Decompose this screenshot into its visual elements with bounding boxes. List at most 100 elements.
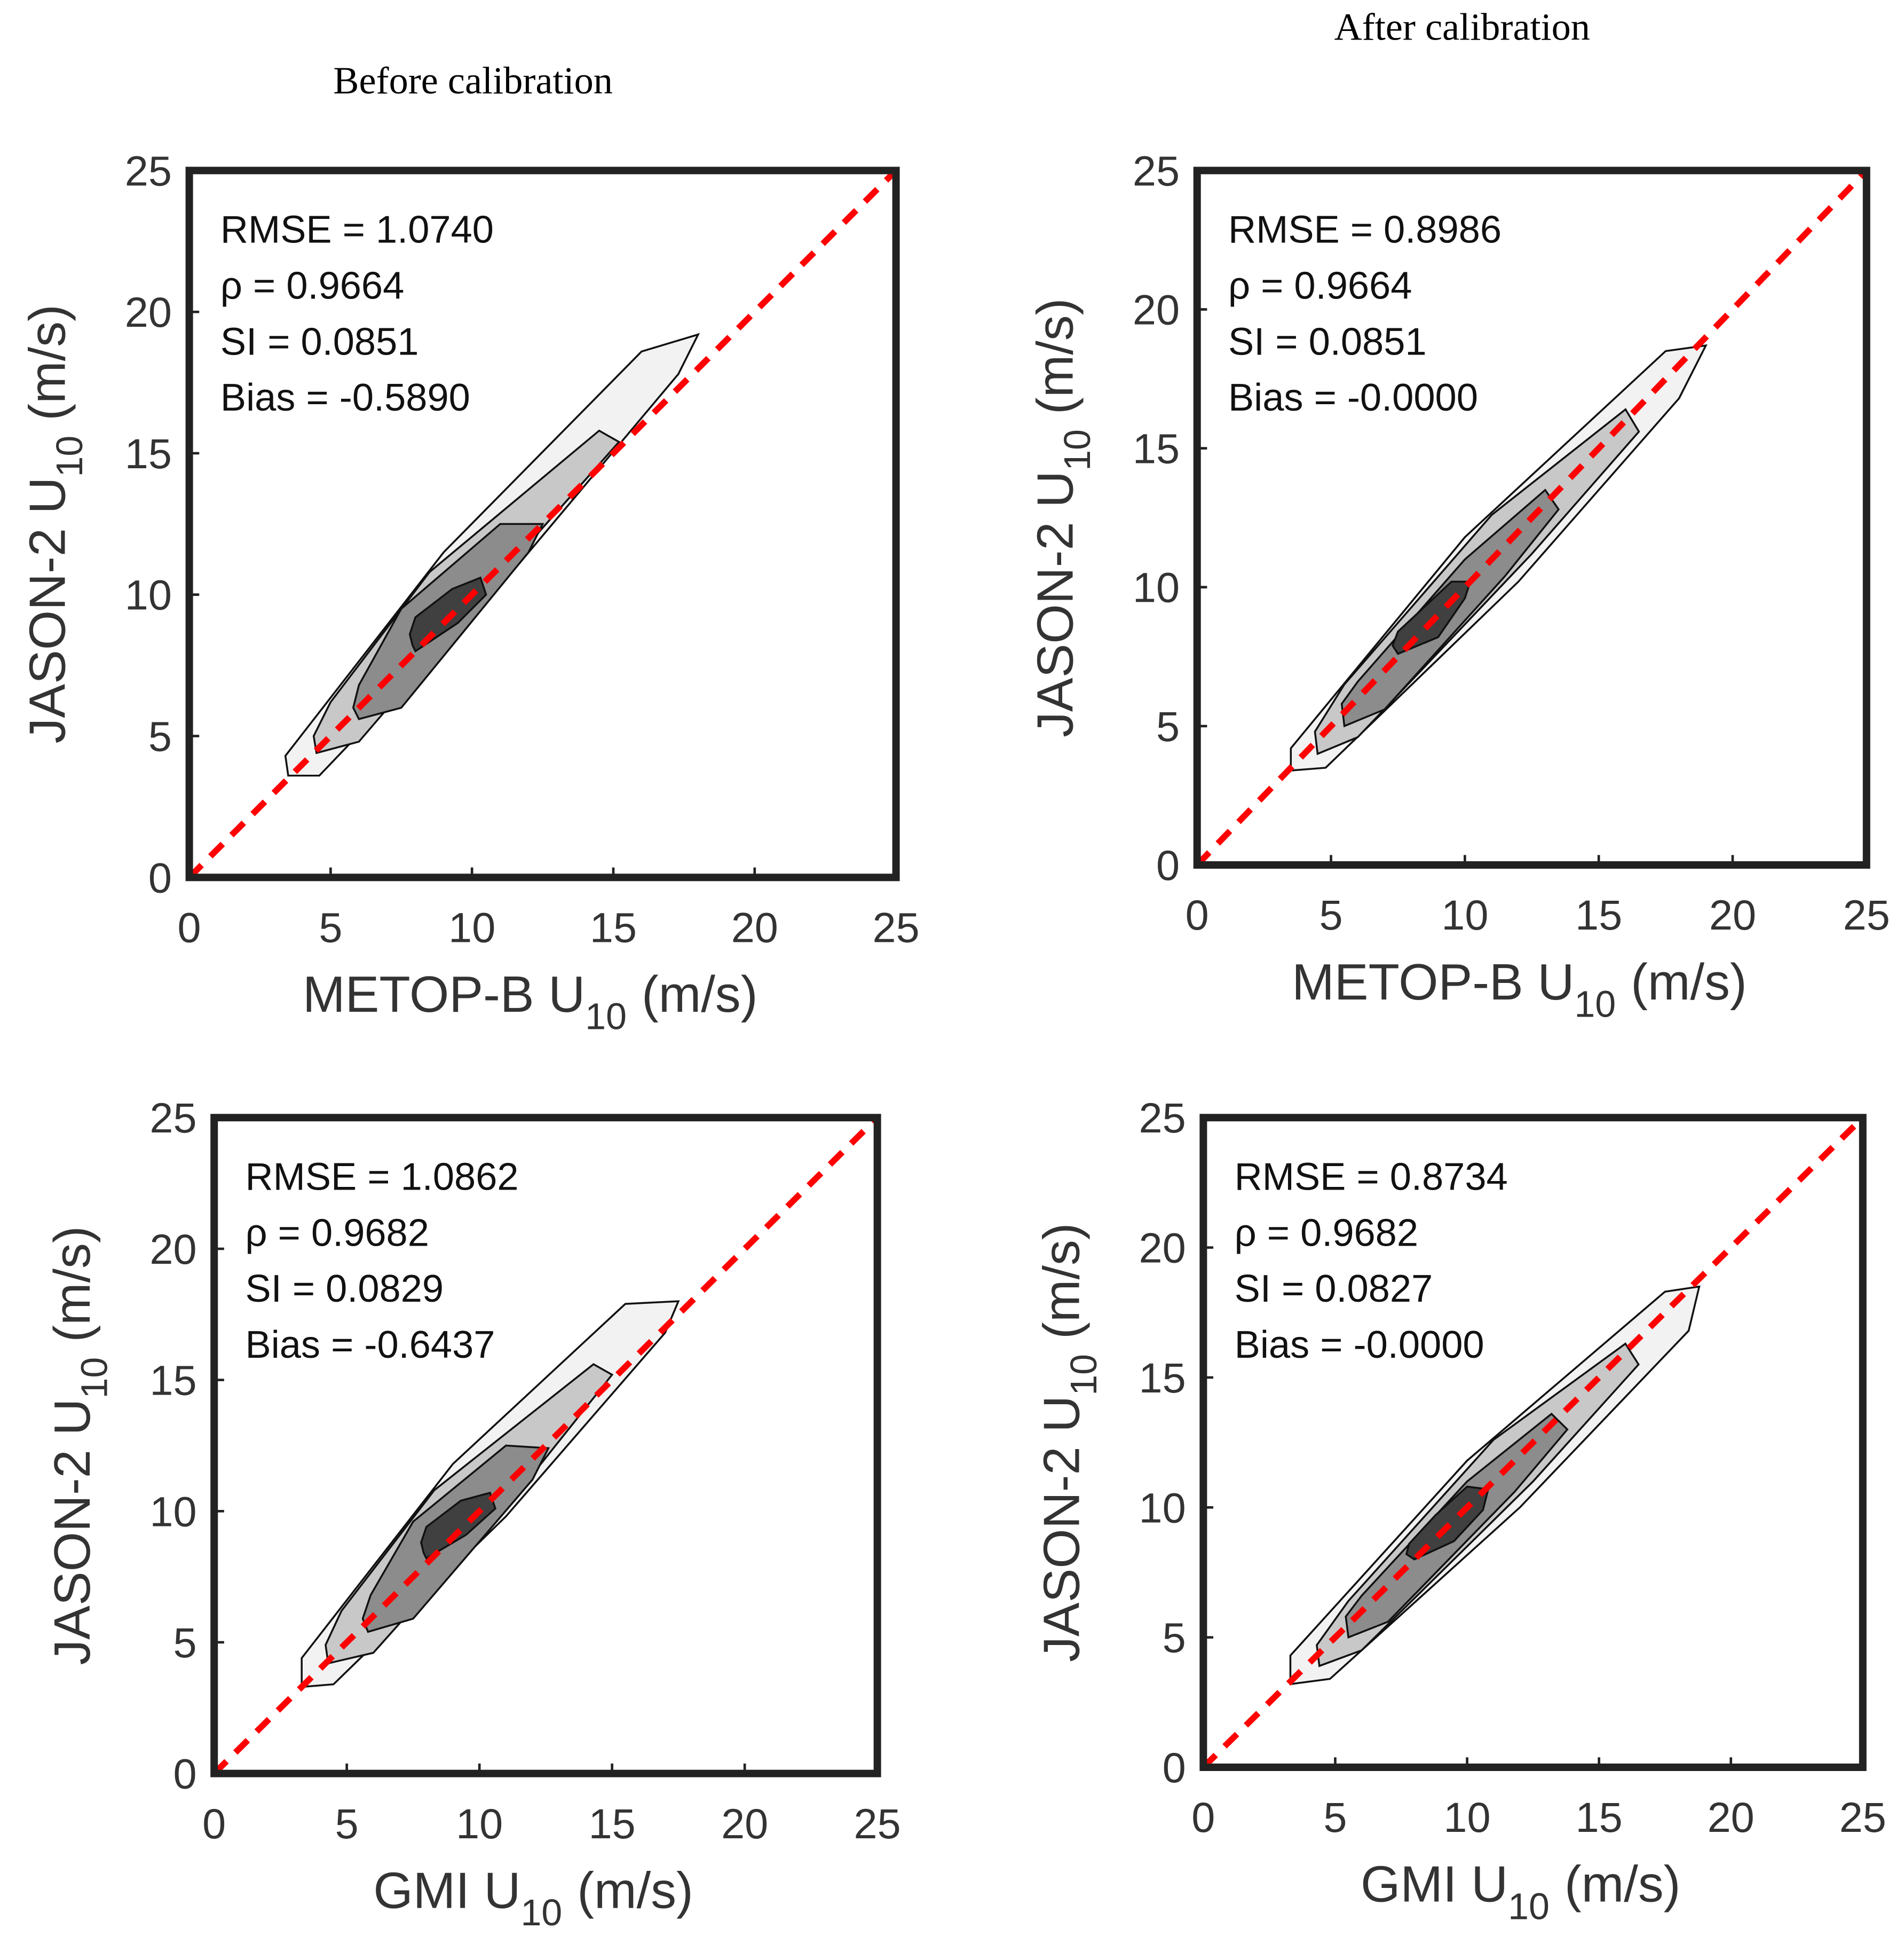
x-tick-label: 5	[319, 904, 342, 951]
x-tick-label: 25	[1839, 1793, 1886, 1841]
x-axis-label-unit: (m/s)	[1631, 954, 1747, 1011]
y-tick-label: 0	[148, 854, 172, 901]
x-tick-label: 0	[202, 1800, 226, 1847]
x-tick-label: 5	[1319, 891, 1342, 939]
stat-annotation: RMSE = 1.0740	[220, 209, 494, 251]
y-axis-label-subscript: 10	[1056, 429, 1098, 471]
y-tick-label: 10	[149, 1487, 196, 1535]
y-axis-label-subscript: 10	[74, 1357, 115, 1399]
x-tick-label: 20	[731, 904, 778, 951]
stat-annotation: ρ = 0.9664	[1228, 264, 1412, 307]
x-axis-label-subscript: 10	[1508, 1885, 1550, 1927]
y-axis-label: JASON-2 U10 (m/s)	[1033, 1223, 1104, 1662]
x-tick-label: 25	[854, 1800, 901, 1847]
x-tick-label: 10	[1441, 891, 1488, 939]
y-axis-label: JASON-2 U10 (m/s)	[44, 1226, 115, 1665]
y-tick-label: 25	[125, 147, 172, 194]
y-tick-label: 10	[1139, 1484, 1186, 1531]
x-tick-label: 20	[721, 1800, 768, 1847]
stat-annotation: RMSE = 0.8734	[1235, 1155, 1508, 1198]
y-tick-label: 20	[149, 1225, 196, 1273]
stat-annotation: SI = 0.0851	[1228, 320, 1427, 363]
stat-annotation: SI = 0.0851	[220, 320, 419, 363]
y-tick-label: 10	[125, 571, 172, 619]
y-tick-label: 5	[1156, 703, 1180, 750]
reference-line	[187, 168, 898, 880]
y-axis-label: JASON-2 U10 (m/s)	[19, 304, 91, 743]
y-axis-label-subscript: 10	[49, 436, 90, 477]
plot-frame	[185, 167, 900, 882]
y-tick-label: 25	[1133, 147, 1180, 194]
x-tick-label: 20	[1708, 1793, 1755, 1841]
x-axis-label: GMI U10 (m/s)	[1361, 1856, 1680, 1927]
x-axis-label-unit: (m/s)	[577, 1862, 693, 1919]
x-tick-label: 10	[1443, 1793, 1490, 1841]
stat-annotation: Bias = -0.5890	[220, 376, 470, 419]
x-axis-label-main: METOP-B U	[1292, 954, 1574, 1011]
x-axis-label: GMI U10 (m/s)	[373, 1862, 693, 1933]
x-tick-label: 5	[1323, 1793, 1347, 1841]
panel-title: Before calibration	[333, 59, 613, 102]
y-axis-label-unit: (m/s)	[1033, 1223, 1090, 1339]
reference-line	[1201, 1115, 1865, 1770]
y-axis-label-main: JASON-2 U	[19, 477, 76, 743]
stat-annotation: ρ = 0.9664	[220, 264, 404, 307]
y-tick-label: 20	[1139, 1224, 1186, 1272]
x-axis-label: METOP-B U10 (m/s)	[1292, 954, 1747, 1025]
y-tick-label: 5	[1163, 1614, 1186, 1662]
y-axis-label-unit: (m/s)	[1027, 298, 1084, 414]
y-tick-label: 15	[1133, 425, 1180, 473]
stat-annotation: SI = 0.0829	[246, 1268, 444, 1310]
stat-annotation: ρ = 0.9682	[1235, 1211, 1418, 1254]
y-tick-label: 20	[125, 288, 172, 336]
y-axis-label: JASON-2 U10 (m/s)	[1027, 298, 1099, 737]
stat-annotation: Bias = -0.0000	[1228, 376, 1478, 419]
x-tick-label: 0	[178, 904, 201, 951]
y-tick-label: 25	[1139, 1094, 1186, 1142]
x-axis-label-unit: (m/s)	[642, 966, 758, 1023]
plot-frame	[1193, 167, 1870, 869]
y-axis-label-unit: (m/s)	[19, 304, 76, 421]
x-tick-label: 0	[1186, 891, 1209, 939]
x-axis-label: METOP-B U10 (m/s)	[303, 966, 758, 1037]
y-axis-label-subscript: 10	[1063, 1354, 1104, 1396]
x-tick-label: 15	[590, 904, 637, 951]
y-tick-label: 25	[149, 1094, 196, 1142]
stat-annotation: ρ = 0.9682	[246, 1211, 429, 1254]
y-tick-label: 0	[1163, 1744, 1186, 1791]
x-tick-label: 25	[873, 904, 920, 951]
x-axis-label-main: GMI U	[373, 1862, 520, 1919]
x-axis-label-subscript: 10	[520, 1892, 562, 1933]
y-tick-label: 5	[148, 713, 172, 760]
stat-annotation: RMSE = 1.0862	[246, 1155, 519, 1198]
x-tick-label: 0	[1191, 1793, 1215, 1841]
y-tick-label: 0	[173, 1750, 197, 1798]
plot-frame	[1199, 1114, 1867, 1771]
stat-annotation: SI = 0.0827	[1235, 1268, 1433, 1310]
x-axis-label-main: GMI U	[1361, 1856, 1508, 1913]
x-axis-label-subscript: 10	[585, 996, 627, 1037]
x-tick-label: 5	[335, 1800, 359, 1847]
stat-annotation: RMSE = 0.8986	[1228, 209, 1502, 251]
y-tick-label: 15	[125, 430, 172, 477]
y-axis-label-main: JASON-2 U	[1027, 471, 1084, 737]
y-tick-label: 5	[173, 1619, 197, 1666]
x-tick-label: 15	[589, 1800, 636, 1847]
x-axis-label-main: METOP-B U	[303, 966, 585, 1023]
panel-title: After calibration	[1334, 6, 1590, 49]
x-tick-label: 20	[1709, 891, 1756, 939]
density-contour	[420, 1491, 497, 1560]
y-axis-label-main: JASON-2 U	[44, 1399, 101, 1665]
x-axis-label-unit: (m/s)	[1565, 1856, 1681, 1913]
y-tick-label: 15	[1139, 1354, 1186, 1402]
x-tick-label: 15	[1576, 1793, 1623, 1841]
stat-annotation: Bias = -0.0000	[1235, 1324, 1484, 1366]
y-axis-label-main: JASON-2 U	[1033, 1396, 1090, 1662]
y-tick-label: 10	[1133, 564, 1180, 611]
x-axis-label-subscript: 10	[1574, 983, 1616, 1025]
x-tick-label: 25	[1843, 891, 1890, 939]
y-tick-label: 20	[1133, 286, 1180, 333]
x-tick-label: 10	[456, 1800, 503, 1847]
reference-line	[212, 1115, 880, 1776]
